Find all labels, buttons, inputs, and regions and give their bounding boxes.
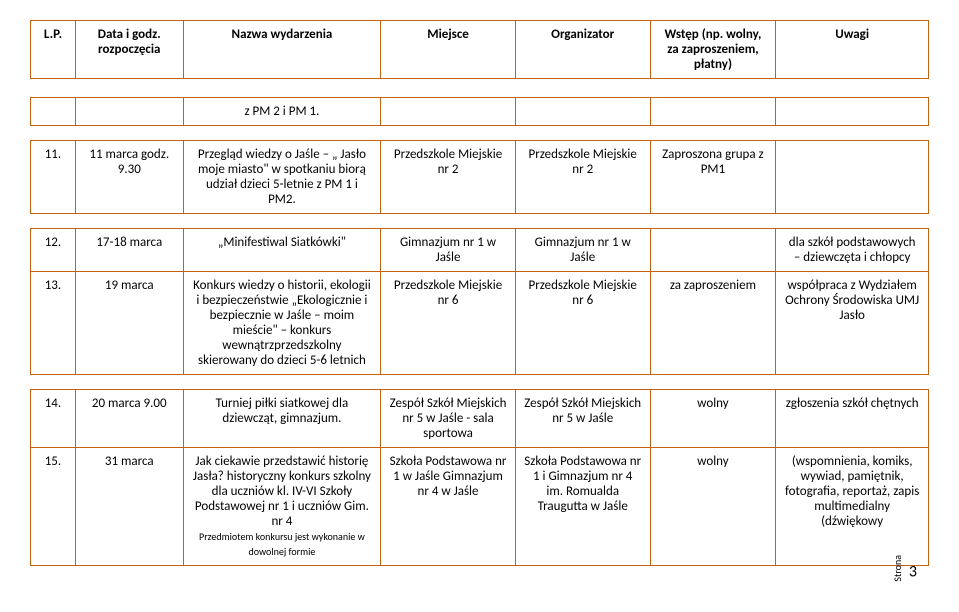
table-row: 12. 17-18 marca „Minifestiwal Siatkówki"…: [31, 229, 929, 272]
cell: [75, 98, 183, 126]
header-table: L.P. Data i godz. rozpoczęcia Nazwa wyda…: [30, 20, 929, 79]
gap-row: [31, 214, 929, 229]
cell-notes: współpraca z Wydziałem Ochrony Środowisk…: [776, 272, 929, 375]
cell-lp: 14.: [31, 390, 76, 448]
cell: [31, 98, 76, 126]
col-notes: Uwagi: [776, 21, 929, 79]
cell-notes: dla szkół podstawowych – dziewczęta i ch…: [776, 229, 929, 272]
cell-name: Konkurs wiedzy o historii, ekologii i be…: [183, 272, 381, 375]
cell-lp: 12.: [31, 229, 76, 272]
body-table: z PM 2 i PM 1. 11. 11 marca godz. 9.30 P…: [30, 97, 929, 566]
cell-name: „Minifestiwal Siatkówki": [183, 229, 381, 272]
table-row: 11. 11 marca godz. 9.30 Przegląd wiedzy …: [31, 141, 929, 214]
cell-org: Szkoła Podstawowa nr 1 i Gimnazjum nr 4 …: [515, 448, 650, 566]
cell-entry: za zaproszeniem: [650, 272, 776, 375]
cell-place: Przedszkole Miejskie nr 2: [381, 141, 516, 214]
cell-date: 20 marca 9.00: [75, 390, 183, 448]
col-entry: Wstęp (np. wolny, za zaproszeniem, płatn…: [650, 21, 776, 79]
cell-org: Zespół Szkół Miejskich nr 5 w Jaśle: [515, 390, 650, 448]
cell-date: 11 marca godz. 9.30: [75, 141, 183, 214]
cell-name: Jak ciekawie przedstawić historię Jasła?…: [183, 448, 381, 566]
cell: z PM 2 i PM 1.: [183, 98, 381, 126]
cell-entry: wolny: [650, 390, 776, 448]
cell-entry: wolny: [650, 448, 776, 566]
cell-place: Szkoła Podstawowa nr 1 w Jaśle Gimnazjum…: [381, 448, 516, 566]
table-row: 14. 20 marca 9.00 Turniej piłki siatkowe…: [31, 390, 929, 448]
cell-name: Przegląd wiedzy o Jaśle – „ Jasło moje m…: [183, 141, 381, 214]
cell-notes: (wspomnienia, komiks, wywiad, pamiętnik,…: [776, 448, 929, 566]
col-date: Data i godz. rozpoczęcia: [75, 21, 183, 79]
header-row: L.P. Data i godz. rozpoczęcia Nazwa wyda…: [31, 21, 929, 79]
col-lp: L.P.: [31, 21, 76, 79]
name-main: Jak ciekawie przedstawić historię Jasła?…: [193, 454, 371, 529]
cell-place: Przedszkole Miejskie nr 6: [381, 272, 516, 375]
cell-date: 19 marca: [75, 272, 183, 375]
cell-lp: 13.: [31, 272, 76, 375]
cell: [515, 98, 650, 126]
name-sub: Przedmiotem konkursu jest wykonanie w do…: [199, 530, 365, 558]
cell-notes: [776, 141, 929, 214]
table-row: 13. 19 marca Konkurs wiedzy o historii, …: [31, 272, 929, 375]
table-row: z PM 2 i PM 1.: [31, 98, 929, 126]
cell-notes: zgłoszenia szkół chętnych: [776, 390, 929, 448]
cell-name: Turniej piłki siatkowej dla dziewcząt, g…: [183, 390, 381, 448]
cell-org: Przedszkole Miejskie nr 6: [515, 272, 650, 375]
cell-entry: [650, 229, 776, 272]
cell: [776, 98, 929, 126]
cell: [381, 98, 516, 126]
cell-place: Gimnazjum nr 1 w Jaśle: [381, 229, 516, 272]
gap-row: [31, 126, 929, 141]
col-name: Nazwa wydarzenia: [183, 21, 381, 79]
cell-lp: 11.: [31, 141, 76, 214]
cell-entry: Zaproszona grupa z PM1: [650, 141, 776, 214]
col-org: Organizator: [515, 21, 650, 79]
cell-date: 17-18 marca: [75, 229, 183, 272]
table-row: 15. 31 marca Jak ciekawie przedstawić hi…: [31, 448, 929, 566]
page-number: Strona 3: [891, 555, 917, 582]
cell-date: 31 marca: [75, 448, 183, 566]
cell-lp: 15.: [31, 448, 76, 566]
col-place: Miejsce: [381, 21, 516, 79]
cell-org: Gimnazjum nr 1 w Jaśle: [515, 229, 650, 272]
cell-org: Przedszkole Miejskie nr 2: [515, 141, 650, 214]
cell: [650, 98, 776, 126]
gap-row: [31, 375, 929, 390]
page-num-value: 3: [909, 563, 917, 582]
cell-place: Zespół Szkół Miejskich nr 5 w Jaśle - sa…: [381, 390, 516, 448]
page-label: Strona: [891, 555, 904, 582]
